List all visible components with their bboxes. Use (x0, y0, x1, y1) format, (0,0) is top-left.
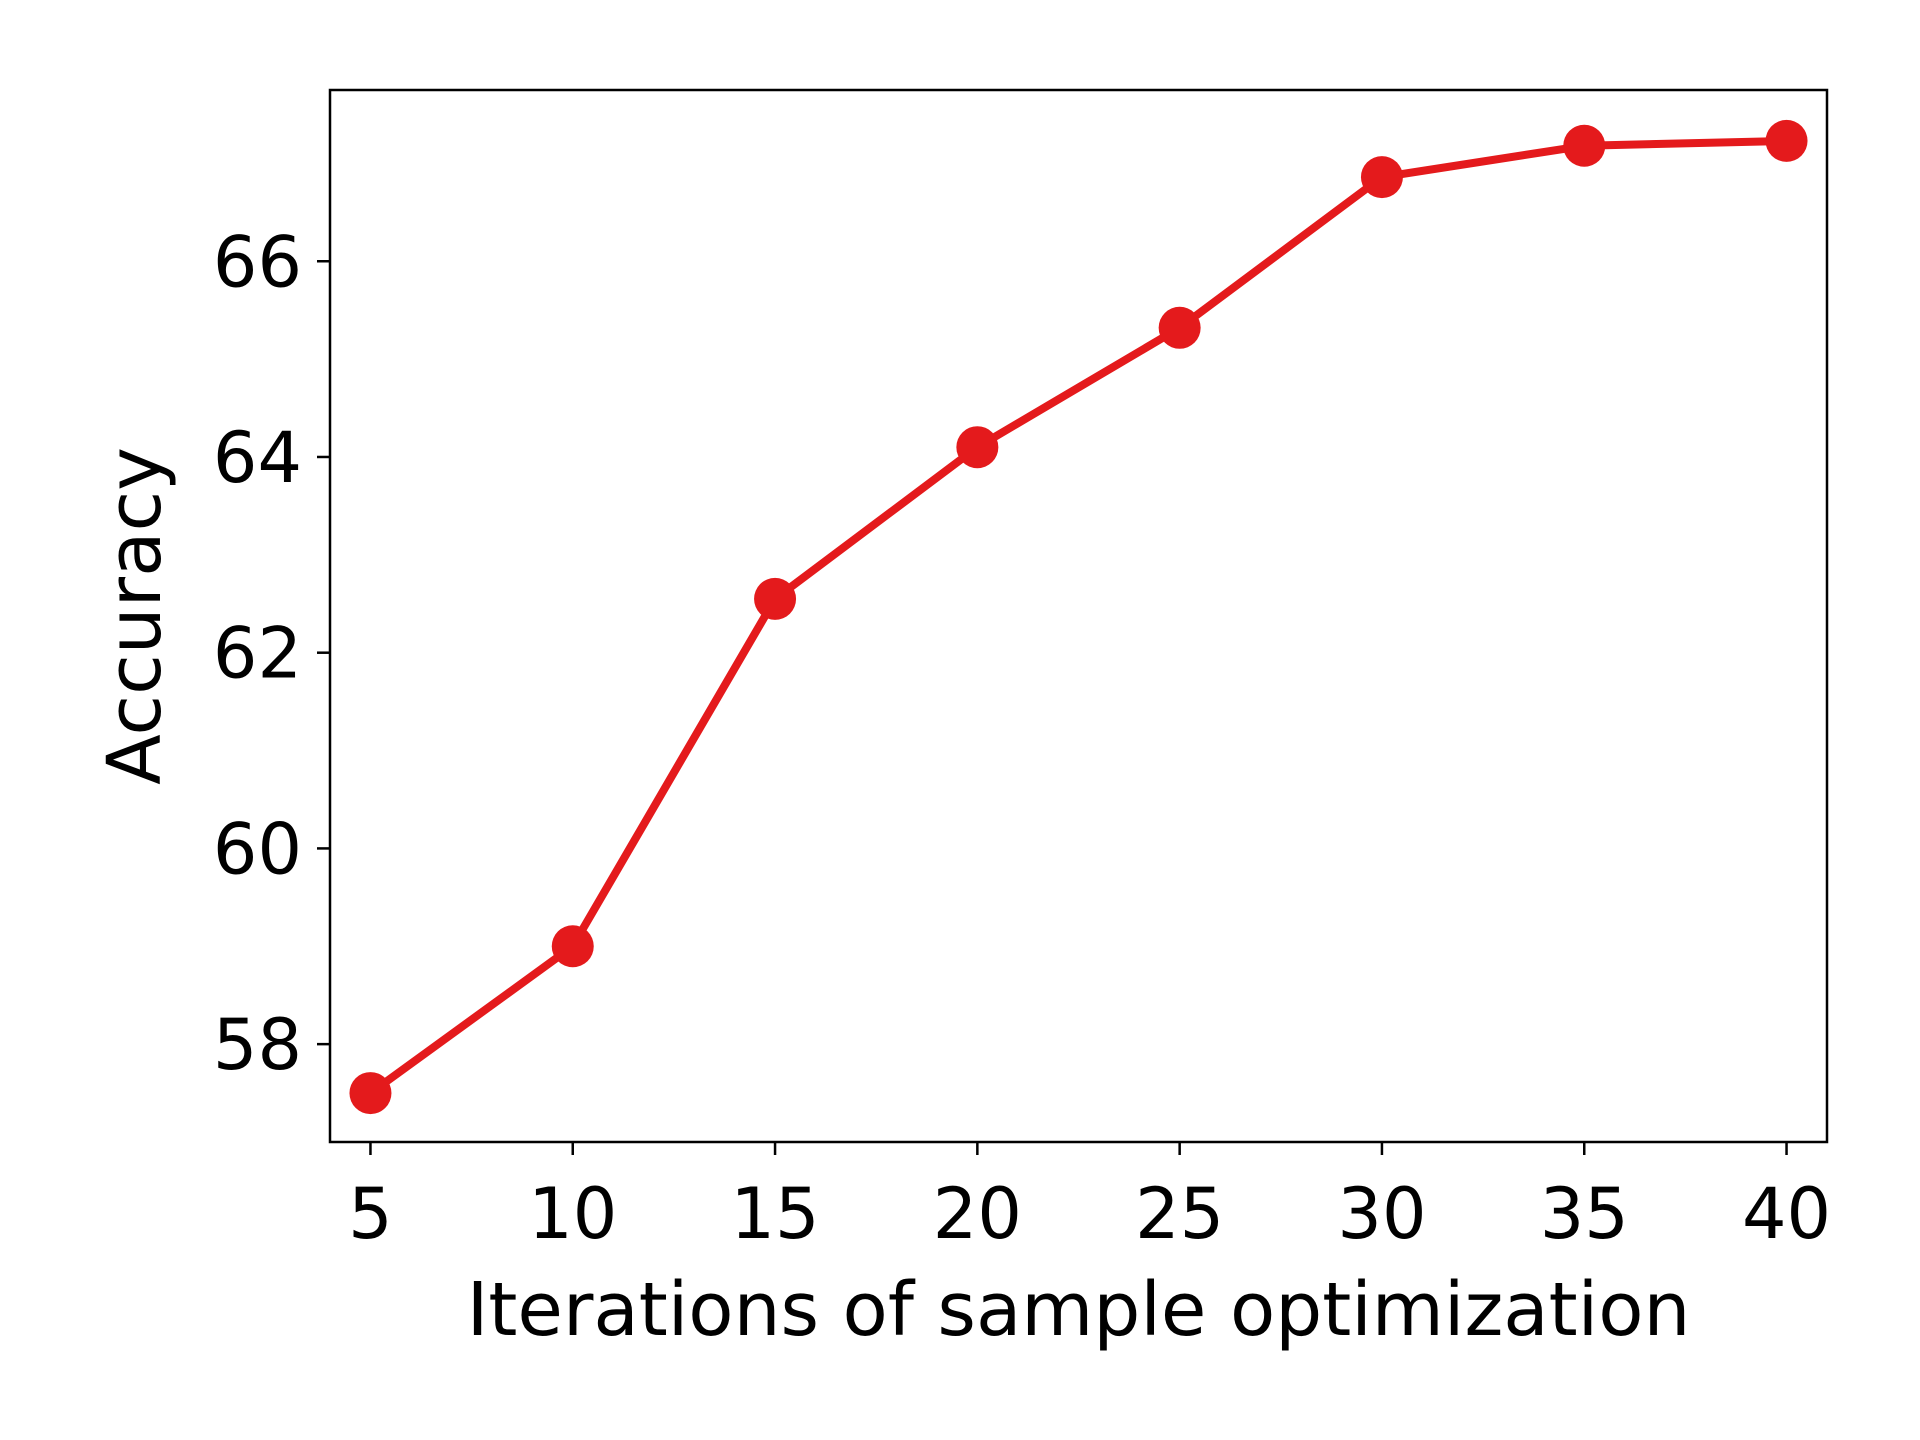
plot-frame (328, 88, 1829, 1144)
data-point (1360, 156, 1403, 199)
x-tick-label: 25 (1135, 1173, 1224, 1255)
x-tick-label: 10 (528, 1173, 617, 1255)
x-tick-label: 35 (1540, 1173, 1629, 1255)
x-tick-label: 30 (1337, 1173, 1426, 1255)
data-point (1765, 119, 1808, 162)
data-point (1158, 306, 1201, 349)
data-point (1563, 124, 1606, 167)
y-tick-label: 64 (213, 417, 302, 499)
series-line (368, 136, 1787, 1097)
x-tick-label: 5 (348, 1173, 393, 1255)
x-axis-label: Iterations of sample optimization (467, 1267, 1691, 1353)
data-point (349, 1072, 392, 1115)
x-tick-label: 15 (731, 1173, 820, 1255)
data-point (956, 426, 999, 469)
series-layer (349, 119, 1808, 1115)
x-tick-label: 20 (933, 1173, 1022, 1255)
y-tick-label: 62 (213, 613, 302, 695)
y-axis-ticks: 58 60 62 64 66 (213, 221, 330, 1086)
x-axis-ticks: 5 10 15 20 25 30 35 40 (348, 1142, 1831, 1255)
y-axis-label: Accuracy (92, 447, 178, 785)
data-point (551, 925, 594, 968)
x-tick-label: 40 (1742, 1173, 1831, 1255)
data-point (754, 577, 797, 620)
y-tick-label: 60 (213, 808, 302, 890)
y-tick-label: 58 (213, 1004, 302, 1086)
y-tick-label: 66 (213, 221, 302, 303)
